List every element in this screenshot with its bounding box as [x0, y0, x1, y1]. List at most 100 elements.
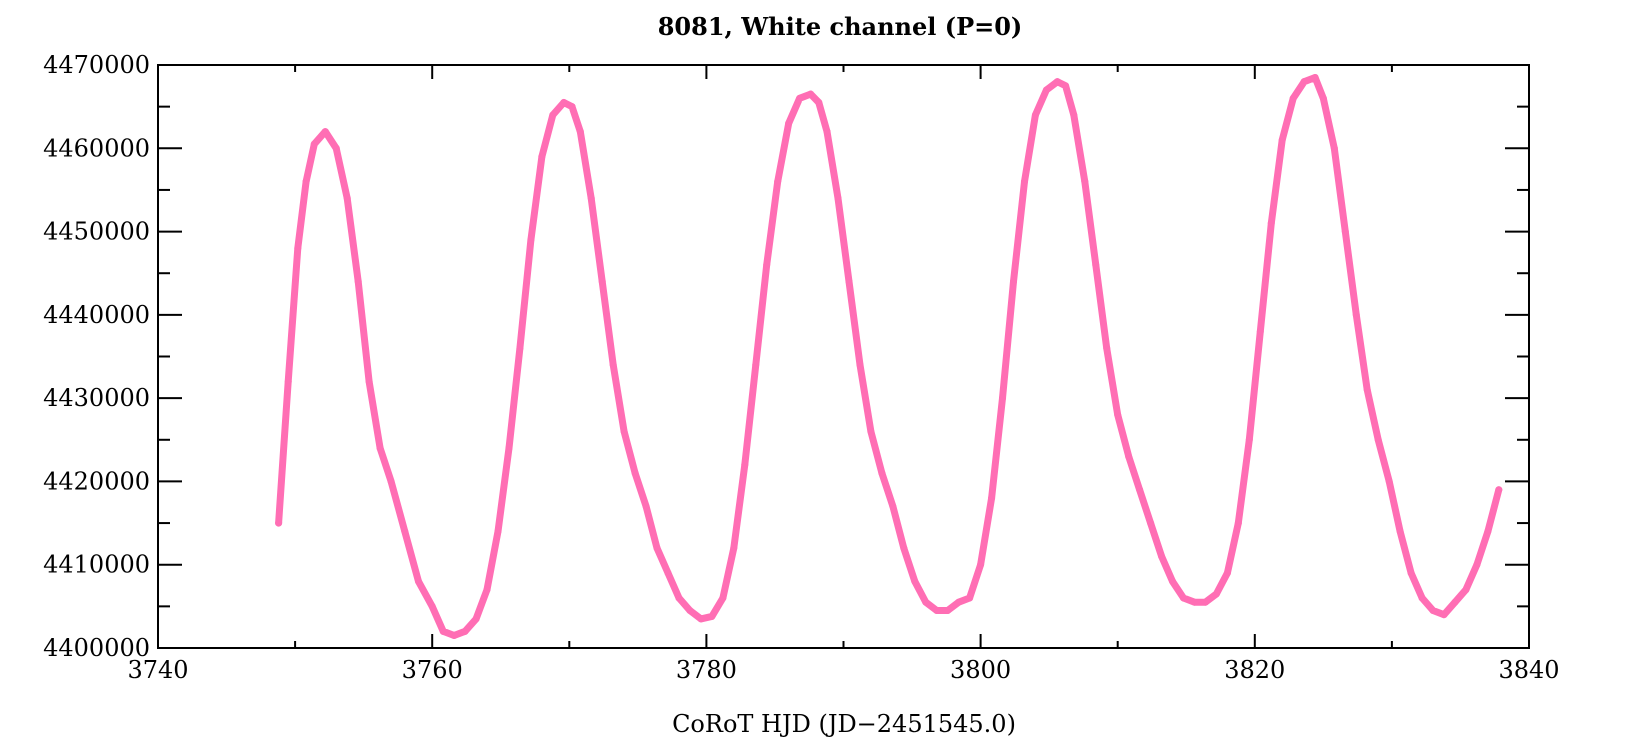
data-point — [1374, 436, 1382, 444]
data-point — [1103, 344, 1111, 352]
data-point — [1010, 278, 1018, 286]
x-tick-label: 3840 — [1498, 656, 1559, 684]
y-tick-label: 4430000 — [43, 384, 150, 412]
data-point — [1180, 594, 1188, 602]
data-point — [302, 178, 310, 186]
data-point — [620, 427, 628, 435]
data-point — [796, 94, 804, 102]
data-point — [856, 361, 864, 369]
data-point — [1042, 86, 1050, 94]
data-point — [1267, 219, 1275, 227]
data-point — [560, 98, 568, 106]
data-point — [568, 103, 576, 111]
data-point — [1341, 228, 1349, 236]
data-point — [1020, 178, 1028, 186]
data-point — [343, 194, 351, 202]
data-point — [944, 607, 952, 615]
data-point — [774, 178, 782, 186]
x-tick-label: 3760 — [402, 656, 463, 684]
data-point — [321, 128, 329, 136]
x-tick-label: 3740 — [127, 656, 188, 684]
data-point — [354, 278, 362, 286]
chart-title: 8081, White channel (P=0) — [658, 12, 1023, 41]
data-point — [1418, 594, 1426, 602]
data-point — [867, 427, 875, 435]
data-point — [763, 261, 771, 269]
data-point — [1147, 519, 1155, 527]
data-point — [414, 577, 422, 585]
data-point — [1440, 611, 1448, 619]
data-point — [977, 561, 985, 569]
data-point — [1300, 78, 1308, 86]
data-point — [752, 361, 760, 369]
data-point — [284, 377, 292, 385]
data-point — [719, 594, 727, 602]
y-axis: 4400000 4410000 4420000 4430000 4440000 44500… — [43, 51, 1529, 662]
data-point — [376, 444, 384, 452]
data-point — [450, 632, 458, 640]
data-point — [1278, 136, 1286, 144]
data-point — [387, 477, 395, 485]
data-point — [1245, 436, 1253, 444]
data-point — [598, 278, 606, 286]
data-point — [1081, 178, 1089, 186]
data-point — [1114, 411, 1122, 419]
data-point — [587, 194, 595, 202]
data-point — [516, 344, 524, 352]
data-point — [549, 111, 557, 119]
data-point — [1158, 552, 1166, 560]
data-point — [439, 627, 447, 635]
data-point — [527, 236, 535, 244]
data-point — [1407, 569, 1415, 577]
data-point — [697, 615, 705, 623]
data-point — [1053, 78, 1061, 86]
data-point — [1092, 261, 1100, 269]
data-point — [1495, 486, 1503, 494]
data-point — [1234, 519, 1242, 527]
data-point — [294, 244, 302, 252]
data-point — [472, 615, 480, 623]
y-tick-label: 4410000 — [43, 551, 150, 579]
data-point — [815, 98, 823, 106]
data-point — [483, 586, 491, 594]
data-point — [1070, 111, 1078, 119]
x-axis: 3740 3760 3780 3800 3820 3840 — [127, 65, 1560, 684]
data-point — [1473, 561, 1481, 569]
data-point — [834, 194, 842, 202]
data-point — [845, 278, 853, 286]
x-tick-label: 3800 — [950, 656, 1011, 684]
data-point — [1462, 586, 1470, 594]
data-point — [310, 140, 318, 148]
data-point — [1125, 452, 1133, 460]
y-tick-label: 4450000 — [43, 218, 150, 246]
data-point — [332, 144, 340, 152]
data-point — [1319, 94, 1327, 102]
y-tick-label: 4400000 — [43, 634, 150, 662]
data-point — [955, 598, 963, 606]
data-point — [988, 494, 996, 502]
data-point — [741, 461, 749, 469]
data-point — [785, 119, 793, 127]
y-tick-label: 4440000 — [43, 301, 150, 329]
data-point — [642, 502, 650, 510]
data-point — [1311, 73, 1319, 81]
data-point — [365, 377, 373, 385]
data-point — [999, 394, 1007, 402]
data-point — [730, 544, 738, 552]
data-point — [1363, 386, 1371, 394]
data-point — [401, 527, 409, 535]
data-point — [675, 594, 683, 602]
series-line — [275, 74, 1503, 639]
data-point — [461, 627, 469, 635]
data-point — [1256, 328, 1264, 336]
data-point — [966, 594, 974, 602]
y-tick-label: 4420000 — [43, 467, 150, 495]
x-tick-label: 3820 — [1224, 656, 1285, 684]
data-point — [1396, 527, 1404, 535]
data-point — [1212, 590, 1220, 598]
data-point — [1330, 144, 1338, 152]
data-point — [1484, 527, 1492, 535]
data-point — [1352, 311, 1360, 319]
data-point — [609, 361, 617, 369]
